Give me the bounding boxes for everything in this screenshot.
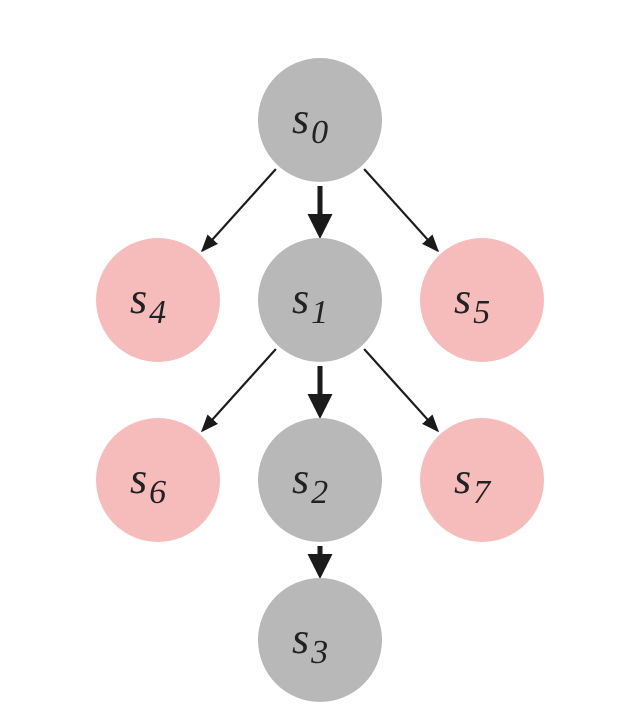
edge-s1-s6 xyxy=(202,349,276,431)
node-label-sub: 2 xyxy=(311,474,328,511)
tree-diagram: s0s4s1s5s6s2s7s3 xyxy=(0,0,640,717)
node-label-base: s xyxy=(292,454,309,503)
node-s6: s6 xyxy=(96,418,220,542)
node-label-base: s xyxy=(292,614,309,663)
node-s4: s4 xyxy=(96,238,220,362)
node-s0: s0 xyxy=(258,58,382,182)
node-label-sub: 0 xyxy=(311,114,328,151)
node-label-base: s xyxy=(292,274,309,323)
node-label-base: s xyxy=(292,94,309,143)
node-s1: s1 xyxy=(258,238,382,362)
node-label-base: s xyxy=(130,454,147,503)
edge-s0-s5 xyxy=(364,169,438,251)
node-label-sub: 7 xyxy=(473,474,492,511)
node-s3: s3 xyxy=(258,578,382,702)
node-label-sub: 1 xyxy=(311,294,328,331)
edge-s0-s4 xyxy=(202,169,276,251)
node-s2: s2 xyxy=(258,418,382,542)
node-label-sub: 4 xyxy=(149,294,166,331)
node-label-base: s xyxy=(454,274,471,323)
node-label-base: s xyxy=(130,274,147,323)
node-label-base: s xyxy=(454,454,471,503)
node-s5: s5 xyxy=(420,238,544,362)
node-label-sub: 5 xyxy=(473,294,490,331)
edge-s1-s7 xyxy=(364,349,438,431)
node-label-sub: 3 xyxy=(310,634,328,671)
node-s7: s7 xyxy=(420,418,544,542)
node-label-sub: 6 xyxy=(149,474,166,511)
